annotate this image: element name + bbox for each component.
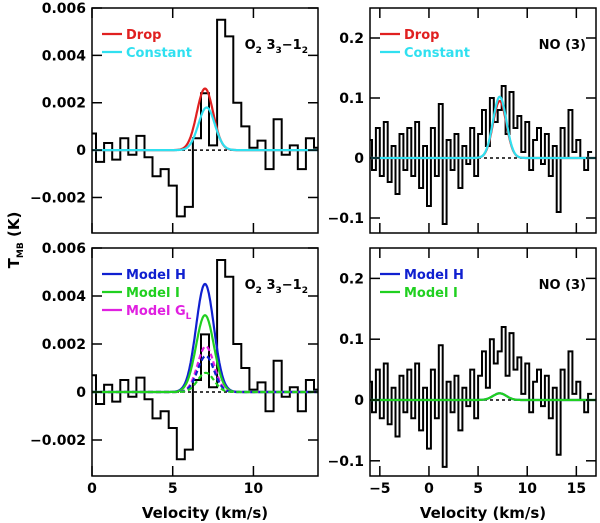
ytick-label: 0.006 bbox=[42, 1, 86, 17]
legend-entry: Model H bbox=[404, 268, 464, 283]
legend-label: Model H bbox=[404, 268, 464, 283]
legend-label: Constant bbox=[126, 46, 192, 61]
line-annotation: O2 33−12 bbox=[245, 38, 308, 56]
ytick-label: 0.1 bbox=[339, 91, 364, 107]
line-annotation: NO (3) bbox=[539, 278, 586, 293]
xtick-label: 0 bbox=[424, 481, 434, 497]
model-curve-2 bbox=[92, 345, 318, 394]
ytick-label: −0.1 bbox=[327, 211, 364, 227]
panel-top-right: −0.1 0 0.1 0.2 Drop Constant NO (3) bbox=[327, 7, 597, 234]
y-axis-label: TMB (K) bbox=[5, 212, 26, 269]
y-axis-label-main: T bbox=[5, 257, 23, 268]
legend-entry: Constant bbox=[126, 46, 192, 61]
xtick-label: −5 bbox=[369, 481, 390, 497]
ytick-label: −0.002 bbox=[30, 433, 86, 449]
ytick-label: 0.2 bbox=[339, 31, 364, 47]
observed-spectrum bbox=[92, 259, 318, 461]
plot-frame bbox=[91, 247, 319, 477]
y-axis-label-unit: (K) bbox=[5, 212, 23, 243]
annotation-mid: −1 bbox=[282, 278, 302, 293]
legend-entry: Drop bbox=[126, 28, 161, 43]
legend-label: Model I bbox=[404, 286, 458, 301]
ytick-label: 0 bbox=[354, 151, 364, 167]
annotation-main: O bbox=[245, 38, 256, 53]
plot-frame bbox=[369, 247, 597, 477]
legend-entry: Constant bbox=[404, 46, 470, 61]
model-curve-0 bbox=[92, 87, 318, 152]
legend-entry: Model I bbox=[126, 286, 180, 301]
model-curve-1 bbox=[92, 106, 318, 152]
xtick-label: 10 bbox=[244, 481, 264, 497]
xtick-label: 5 bbox=[168, 481, 178, 497]
legend-entry: Model H bbox=[126, 268, 186, 283]
x-axis-label: Velocity (km/s) bbox=[142, 504, 268, 522]
line-annotation: NO (3) bbox=[539, 38, 586, 53]
legend-entry: Model I bbox=[404, 286, 458, 301]
panel-bottom-right: −0.1 0 0.1 0.2 −5 0 5 10 15 Model H Model I NO (3) V… bbox=[327, 247, 597, 522]
annotation-sub: 2 bbox=[256, 286, 262, 296]
ytick-label: 0 bbox=[354, 393, 364, 409]
ytick-label: 0.2 bbox=[339, 271, 364, 287]
x-axis-label: Velocity (km/s) bbox=[420, 504, 546, 522]
panel-bottom-left: −0.002 0 0.002 0.004 0.006 0 5 10 Model H Model I… bbox=[5, 212, 319, 522]
ytick-label: 0.004 bbox=[42, 48, 87, 64]
model-curve-4 bbox=[92, 371, 318, 394]
ytick-label: 0.002 bbox=[42, 337, 86, 353]
annotation-mid: 3 bbox=[262, 278, 276, 293]
annotation-sub: 2 bbox=[302, 46, 308, 56]
annotation-mid: 3 bbox=[262, 38, 276, 53]
annotation-sub: 3 bbox=[276, 46, 282, 56]
ytick-label: 0.002 bbox=[42, 96, 86, 112]
observed-spectrum bbox=[370, 326, 593, 468]
line-annotation: O2 33−12 bbox=[245, 278, 308, 296]
legend-label: Model I bbox=[126, 286, 180, 301]
annotation-sub: 3 bbox=[276, 286, 282, 296]
model-curve-1 bbox=[370, 95, 596, 160]
observed-spectrum bbox=[370, 85, 593, 225]
annotation-main: NO (3) bbox=[539, 38, 586, 53]
legend-label: Drop bbox=[126, 28, 161, 43]
legend-entry: Model GL bbox=[126, 304, 192, 322]
xtick-label: 0 bbox=[87, 481, 97, 497]
observed-spectrum bbox=[92, 18, 318, 218]
annotation-main: O bbox=[245, 278, 256, 293]
ytick-label: 0.006 bbox=[42, 241, 86, 257]
legend-label: Constant bbox=[404, 46, 470, 61]
model-curve-1 bbox=[370, 392, 596, 402]
legend-entry: Drop bbox=[404, 28, 439, 43]
y-axis-label-sub: MB bbox=[16, 242, 26, 258]
ytick-label: 0.004 bbox=[42, 289, 87, 305]
ytick-label: −0.002 bbox=[30, 190, 86, 206]
xtick-label: 15 bbox=[567, 481, 586, 497]
annotation-mid: −1 bbox=[282, 38, 302, 53]
ytick-label: 0 bbox=[76, 143, 86, 159]
plot-frame bbox=[91, 7, 319, 234]
ytick-label: 0.1 bbox=[339, 332, 364, 348]
annotation-sub: 2 bbox=[302, 286, 308, 296]
plot-frame bbox=[369, 7, 597, 234]
xtick-label: 10 bbox=[517, 481, 537, 497]
xtick-label: 5 bbox=[473, 481, 483, 497]
legend-label: Model H bbox=[126, 268, 186, 283]
legend-subscript: L bbox=[186, 312, 192, 322]
legend-label: Drop bbox=[404, 28, 439, 43]
ytick-label: 0 bbox=[76, 385, 86, 401]
ytick-label: −0.1 bbox=[327, 454, 364, 470]
annotation-main: NO (3) bbox=[539, 278, 586, 293]
annotation-sub: 2 bbox=[256, 46, 262, 56]
legend-label: Model G bbox=[126, 304, 186, 319]
